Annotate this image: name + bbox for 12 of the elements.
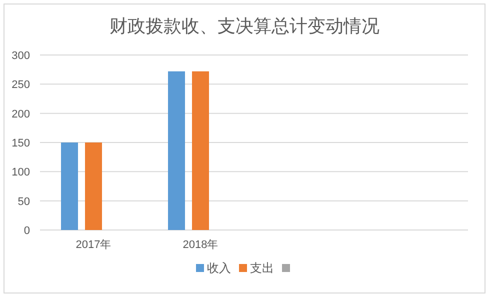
y-tick-label: 50 [18,196,30,208]
y-tick-label: 250 [12,79,30,92]
y-tick-label: 150 [12,138,30,150]
chart-title: 财政拨款收、支决算总计变动情况 [110,16,380,36]
y-tick-label: 0 [24,225,30,237]
y-tick-label: 100 [12,166,30,179]
legend-label: 收入 [207,261,231,275]
x-tick-label: 2018年 [182,239,218,251]
x-tick-label: 2017年 [76,239,112,251]
y-tick-label: 200 [12,108,30,120]
y-tick-label: 300 [12,50,30,62]
legend-label: 支出 [250,261,274,275]
